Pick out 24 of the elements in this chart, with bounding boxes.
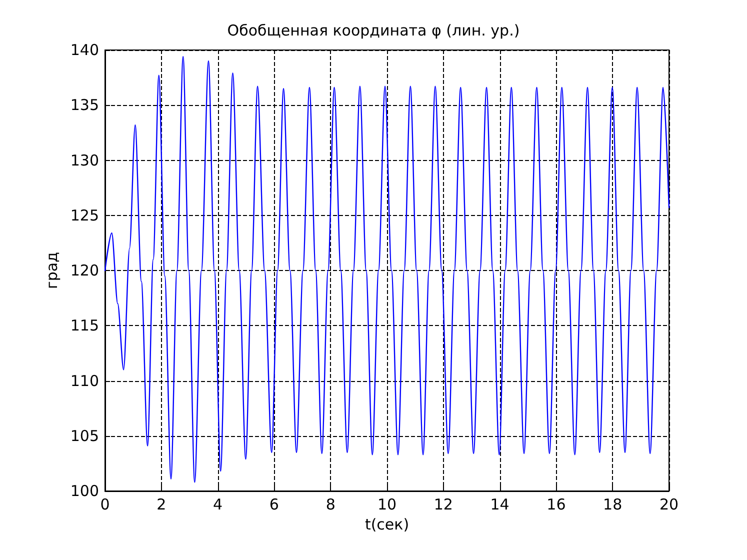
y-tick-label: 110 [70,372,99,390]
y-tick-label: 105 [70,426,99,445]
x-tick-label: 16 [546,496,566,514]
y-tick-label: 130 [70,151,99,170]
x-axis-title: t(сек) [364,515,410,534]
x-tick-label: 4 [213,496,223,514]
y-tick-label: 135 [70,96,99,114]
y-axis-title: град [42,252,61,289]
x-tick-label: 6 [269,496,279,514]
x-tick-label: 0 [100,496,110,514]
x-tick-label: 14 [490,496,510,514]
chart-title: Обобщенная координата φ (лин. ур.) [227,22,520,40]
x-tick-label: 2 [156,496,166,514]
x-tick-label: 10 [377,496,397,514]
y-tick-label: 120 [70,262,99,280]
x-tick-label: 18 [603,496,622,514]
x-tick-label: 12 [434,496,453,514]
y-tick-label: 125 [70,206,99,224]
y-tick-label: 100 [70,482,99,500]
line-series [104,56,670,483]
y-tick-label: 140 [70,41,99,59]
x-tick-label: 8 [326,496,336,514]
y-tick-label: 115 [70,316,99,335]
x-tick-label: 20 [659,496,679,514]
